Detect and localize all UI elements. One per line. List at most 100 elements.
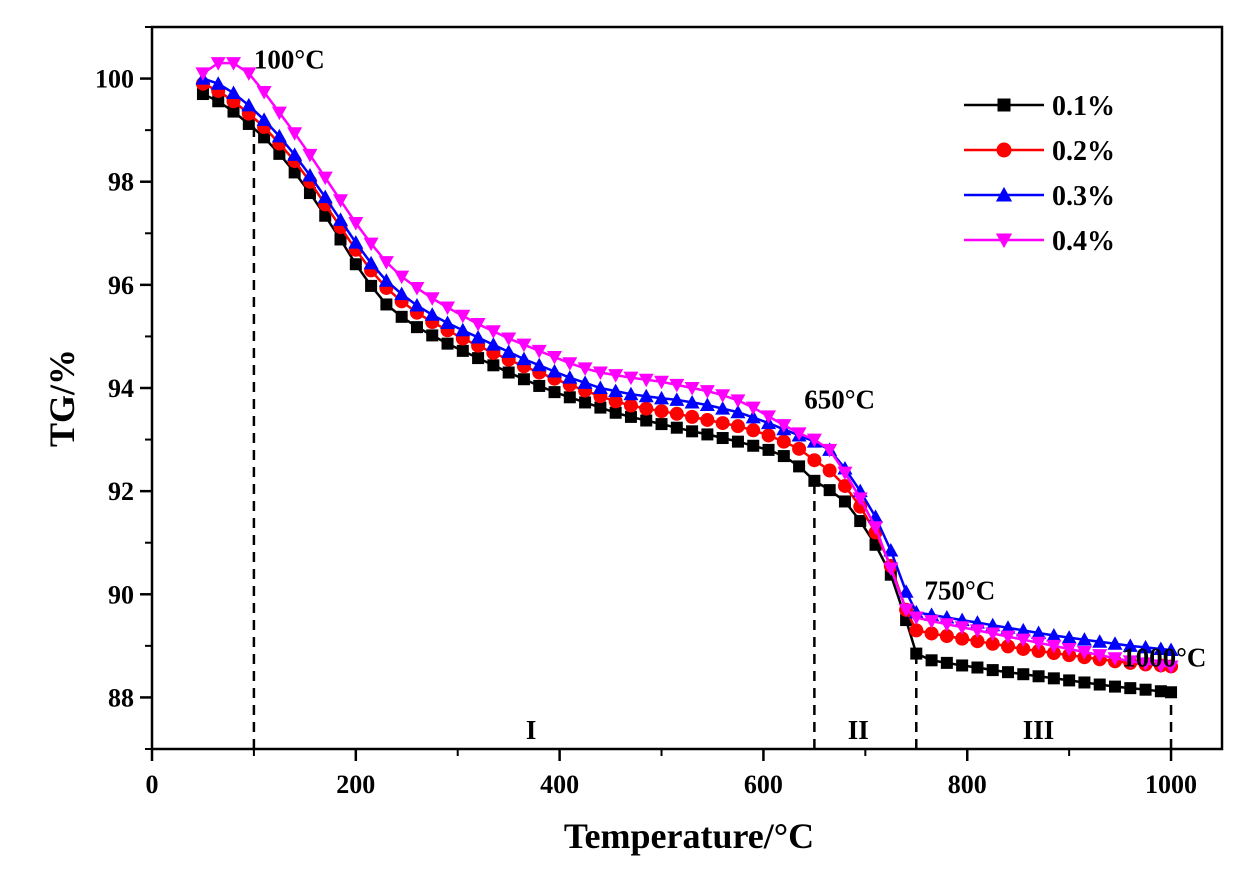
data-point [761, 428, 776, 443]
data-point [333, 212, 349, 226]
data-point [730, 419, 745, 434]
data-point [1015, 633, 1031, 648]
data-point [995, 186, 1013, 202]
data-point [715, 416, 730, 431]
data-point [939, 618, 955, 632]
data-point [577, 362, 593, 376]
temperature-annotation: 750°C [924, 575, 995, 605]
data-point [1092, 649, 1108, 663]
data-point [1016, 641, 1031, 656]
data-point [1000, 630, 1016, 645]
data-point [502, 366, 515, 379]
data-point [1002, 666, 1014, 679]
series-0.4% [195, 57, 1179, 674]
y-tick-label: 92 [108, 477, 134, 506]
data-point [380, 298, 393, 311]
data-point [986, 664, 999, 677]
temperature-annotation: 1000°C [1122, 642, 1206, 672]
x-tick-label: 400 [540, 770, 579, 799]
data-point [271, 128, 287, 143]
data-point [608, 369, 624, 383]
data-point [533, 379, 546, 392]
data-point [210, 57, 226, 71]
data-point [793, 460, 806, 473]
data-point [363, 255, 379, 270]
data-point [700, 412, 715, 427]
data-point [548, 386, 561, 399]
data-point [1138, 657, 1154, 671]
data-point [638, 373, 654, 388]
data-point [985, 636, 1000, 651]
data-point [303, 187, 316, 200]
data-point [669, 378, 685, 393]
data-point [363, 237, 379, 252]
data-point [470, 329, 486, 344]
data-point [670, 421, 683, 434]
data-point [271, 106, 287, 121]
data-point [440, 301, 456, 316]
data-point [791, 427, 807, 441]
data-point [996, 142, 1012, 158]
data-point [909, 623, 924, 638]
data-point [731, 435, 744, 448]
data-point [1139, 683, 1152, 696]
data-point [924, 626, 939, 641]
data-point [501, 332, 517, 346]
data-point [227, 105, 240, 118]
data-point [699, 397, 715, 412]
data-point [898, 603, 914, 618]
series-group [195, 57, 1179, 699]
x-tick-label: 800 [948, 770, 987, 799]
temperature-annotation: 100°C [254, 44, 325, 74]
data-point [195, 67, 211, 81]
data-point [699, 385, 715, 399]
data-point [1078, 676, 1091, 689]
data-point [971, 661, 984, 674]
data-point [823, 484, 836, 497]
data-point [808, 474, 821, 487]
data-point [317, 189, 333, 204]
data-point [686, 425, 699, 438]
series-line [202, 77, 1172, 652]
y-tick-label: 98 [108, 168, 134, 197]
data-point [654, 390, 670, 405]
x-tick-label: 600 [744, 770, 783, 799]
y-tick-label: 96 [108, 271, 134, 300]
data-point [807, 453, 822, 468]
data-point [302, 148, 318, 163]
x-tick-label: 200 [336, 770, 375, 799]
data-point [623, 371, 639, 386]
data-point [1124, 682, 1137, 695]
data-point [1109, 680, 1121, 693]
data-point [409, 281, 425, 296]
data-point [441, 337, 454, 350]
data-point [1107, 636, 1123, 650]
y-tick-label: 100 [95, 65, 134, 94]
data-point [939, 629, 954, 644]
series-0.3% [195, 71, 1179, 656]
data-point [638, 388, 654, 403]
data-point [792, 441, 807, 456]
data-point [1061, 630, 1077, 644]
data-point [455, 309, 471, 324]
data-point [640, 414, 653, 427]
data-point [1153, 641, 1169, 655]
data-point [1017, 668, 1030, 681]
data-point [701, 428, 714, 441]
data-point [1076, 632, 1092, 646]
data-point [485, 337, 501, 351]
data-point [609, 406, 622, 419]
data-point [1046, 639, 1062, 654]
data-point [822, 463, 837, 478]
data-point [715, 401, 731, 415]
data-point [531, 357, 547, 372]
data-point [654, 404, 669, 419]
data-point [745, 401, 761, 416]
data-point [256, 112, 272, 126]
data-point [440, 315, 456, 330]
data-point [608, 394, 623, 409]
data-point [1001, 639, 1015, 654]
data-point [1032, 670, 1045, 683]
data-point [212, 95, 225, 108]
data-point [669, 392, 685, 406]
